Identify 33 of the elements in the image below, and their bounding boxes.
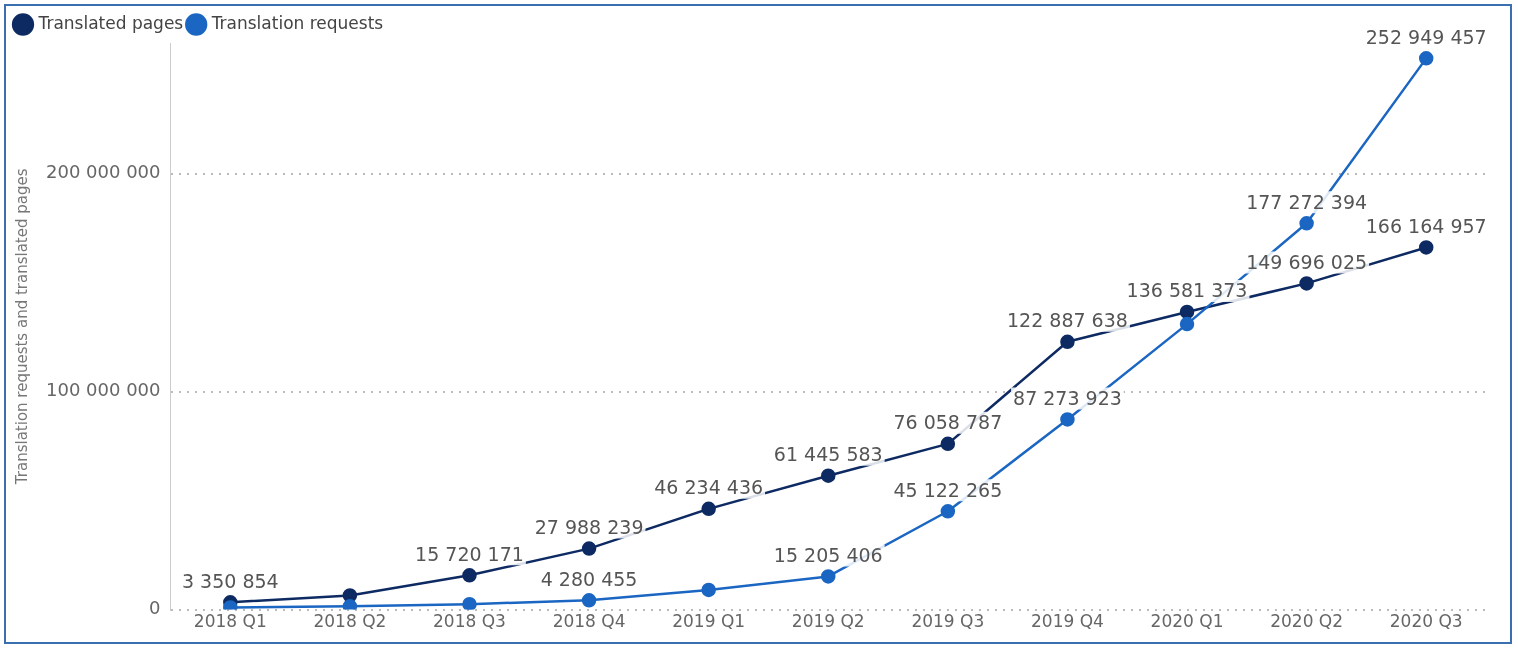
data-label: 122 887 638	[1007, 309, 1128, 332]
data-label: 177 272 394	[1246, 190, 1368, 213]
x-tick-label: 2020 Q3	[1389, 611, 1463, 632]
x-tick-label: 2018 Q3	[433, 611, 506, 632]
x-tick-label: 2019 Q3	[911, 611, 985, 632]
x-tick-label: 2019 Q4	[1031, 611, 1104, 632]
x-tick-label: 2020 Q1	[1150, 611, 1224, 632]
data-label: 3 350 854	[181, 569, 279, 592]
data-label: 76 058 787	[893, 411, 1003, 434]
y-tick-label: 100 000 000	[46, 379, 161, 401]
data-label: 45 122 265	[893, 478, 1003, 501]
x-tick-label: 2020 Q2	[1270, 611, 1344, 632]
data-label: 252 949 457	[1365, 25, 1487, 48]
data-label: 87 273 923	[1013, 386, 1122, 409]
data-label: 27 988 239	[534, 516, 644, 539]
data-label: 46 234 436	[654, 476, 764, 499]
data-label: 4 280 455	[540, 567, 638, 590]
y-tick-label: 0	[149, 597, 161, 619]
x-tick-label: 2019 Q2	[791, 611, 865, 632]
data-label: 61 445 583	[773, 443, 883, 466]
data-label: 15 720 171	[415, 542, 524, 565]
x-tick-label: 2019 Q1	[672, 611, 746, 632]
legend-label: Translation requests	[210, 12, 384, 33]
data-label: 136 581 373	[1126, 279, 1248, 302]
y-tick-label: 200 000 000	[46, 161, 161, 183]
x-tick-label: 2018 Q4	[552, 611, 626, 632]
x-tick-label: 2018 Q2	[313, 611, 387, 632]
data-label: 15 205 406	[773, 543, 883, 566]
legend-label: Translated pages	[37, 12, 184, 33]
data-label: 149 696 025	[1246, 250, 1368, 273]
x-tick-label: 2018 Q1	[193, 611, 267, 632]
data-label: 166 164 957	[1365, 214, 1487, 237]
y-axis-title: Translation requests and translated pages	[12, 168, 31, 486]
